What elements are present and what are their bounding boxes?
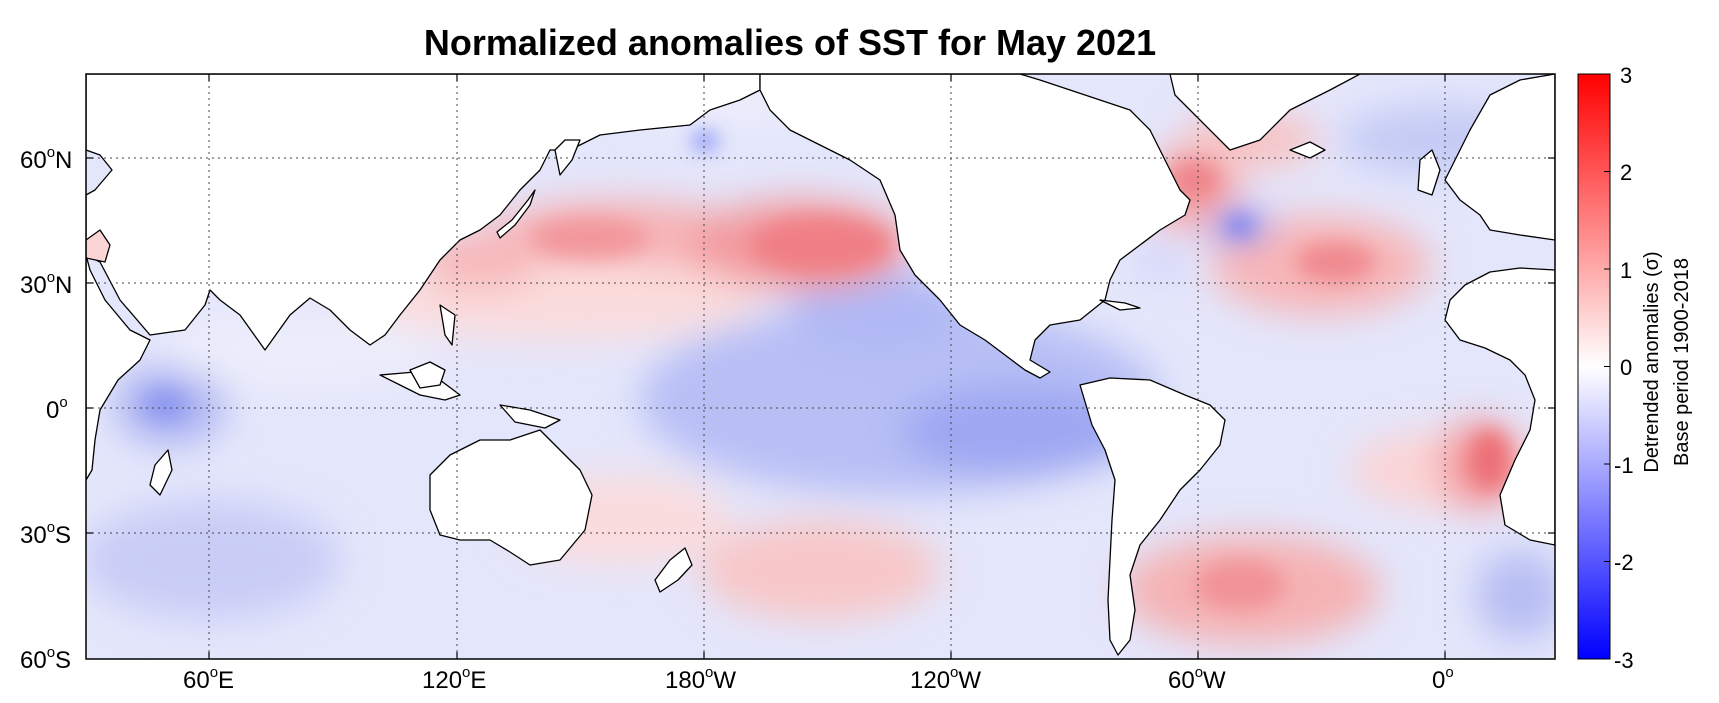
- lon-label-120w: 120oW: [910, 664, 982, 694]
- cuba-island: [1099, 299, 1141, 311]
- lat-label-30s: 30oS: [20, 519, 72, 549]
- colorbar-tick-0: 0: [1620, 355, 1633, 380]
- gridlines: [86, 74, 1555, 659]
- lon-label-0: 0o: [1432, 664, 1454, 694]
- africa-atlantic-landmass: [1444, 267, 1555, 546]
- lon-label-60e: 60oE: [183, 664, 235, 694]
- tick-marks: [86, 74, 1555, 659]
- colorbar-tick-3: 3: [1620, 63, 1633, 88]
- australia-landmass: [429, 429, 593, 566]
- colorbar-ticks: [1604, 171, 1610, 562]
- colorbar-label-line1: Detrended anomalies (σ): [1641, 251, 1663, 473]
- lat-label-0: 0o: [46, 394, 68, 424]
- lat-label-60n: 60oN: [20, 144, 73, 174]
- figure-title: Normalized anomalies of SST for May 2021: [423, 22, 1157, 63]
- colorbar-tick-2: 2: [1620, 160, 1633, 185]
- europe-landmass: [1444, 74, 1555, 241]
- iceland-island: [1289, 141, 1326, 159]
- north-america-landmass: [759, 74, 1191, 379]
- new-zealand-islands: [654, 547, 693, 593]
- colorbar-tick-1: 1: [1620, 258, 1633, 283]
- south-america-landmass: [1079, 377, 1226, 656]
- british-isles: [1417, 149, 1441, 196]
- new-guinea-island: [499, 404, 561, 429]
- madagascar-island: [149, 449, 173, 496]
- japan-islands: [496, 189, 536, 239]
- lon-label-120e: 120oE: [422, 664, 487, 694]
- land-masses: [86, 74, 1555, 656]
- africa-landmass: [86, 254, 151, 481]
- colorbar-label-line2: Base period 1900-2018: [1671, 258, 1693, 466]
- anomaly-peaks: [143, 134, 1510, 610]
- borneo-island: [409, 361, 446, 389]
- lon-label-180w: 180oW: [665, 664, 737, 694]
- colorbar-tick-neg3: -3: [1614, 648, 1634, 673]
- lat-label-30n: 30oN: [20, 269, 73, 299]
- ocean-field: [86, 74, 1555, 659]
- map-frame: [85, 73, 1556, 660]
- lon-label-60w: 60oW: [1168, 664, 1226, 694]
- colorbar-tick-neg1: -1: [1614, 453, 1634, 478]
- arabia-landmass: [86, 229, 111, 263]
- philippines-islands: [439, 304, 456, 346]
- colorbar-tick-neg2: -2: [1614, 550, 1634, 575]
- lat-label-60s: 60oS: [20, 644, 72, 674]
- greenland-landmass: [1169, 74, 1361, 151]
